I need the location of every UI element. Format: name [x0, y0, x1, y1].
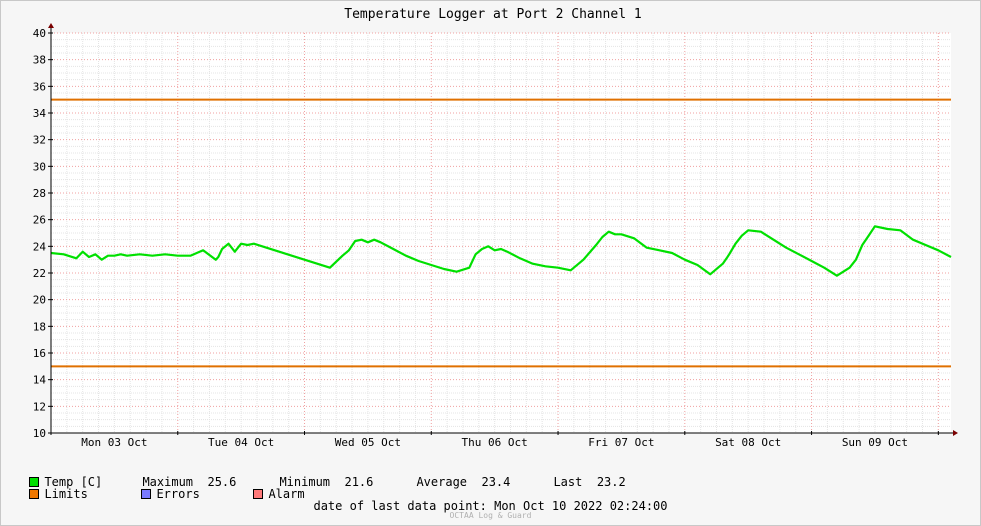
y-tick-label: 28 — [33, 187, 46, 200]
last-label: Last — [553, 475, 583, 489]
legend-average: Average 23.4 — [402, 464, 510, 488]
minimum-label: Minimum — [279, 475, 331, 489]
legend-temp-label: Temp [C] — [44, 475, 103, 489]
average-value: 23.4 — [481, 475, 511, 489]
y-tick-label: 34 — [33, 107, 47, 120]
x-tick-label: Tue 04 Oct — [208, 436, 274, 449]
legend-limits-entry: Limits — [15, 476, 88, 500]
y-tick-label: 10 — [33, 427, 46, 440]
y-tick-label: 24 — [33, 240, 47, 253]
y-tick-label: 30 — [33, 160, 46, 173]
legend-last: Last 23.2 — [539, 464, 626, 489]
y-tick-label: 22 — [33, 267, 46, 280]
limit-lines — [51, 98, 951, 368]
maximum-label: Maximum — [142, 475, 194, 489]
last-point-label: date of last data point: — [313, 499, 487, 513]
y-tick-label: 32 — [33, 134, 46, 147]
last-data-point: date of last data point: Mon Oct 10 2022… — [0, 499, 981, 513]
legend-minimum: Minimum 21.6 — [265, 464, 373, 488]
y-tick-label: 14 — [33, 374, 47, 387]
legend-errors-entry: Errors — [127, 476, 200, 500]
alarm-swatch — [253, 489, 264, 499]
y-tick-label: 18 — [33, 320, 46, 333]
average-label: Average — [416, 475, 468, 489]
x-tick-label: Sun 09 Oct — [842, 436, 908, 449]
legend-alarm-label: Alarm — [268, 487, 305, 501]
x-tick-label: Thu 06 Oct — [462, 436, 528, 449]
errors-swatch — [141, 489, 152, 499]
legend-temp-entry: Temp [C] — [15, 464, 102, 488]
last-point-value: Mon Oct 10 2022 02:24:00 — [494, 499, 668, 513]
x-tick-label: Wed 05 Oct — [335, 436, 401, 449]
y-tick-label: 40 — [33, 27, 46, 40]
y-tick-label: 20 — [33, 294, 46, 307]
y-axis-arrow — [48, 23, 54, 28]
y-tick-label: 16 — [33, 347, 46, 360]
x-tick-labels: Mon 03 Oct Tue 04 Oct Wed 05 Oct Thu 06 Oct… — [50, 431, 939, 449]
chart-title: Temperature Logger at Port 2 Channel 1 — [344, 7, 641, 22]
legend-limits-label: Limits — [44, 487, 88, 501]
y-tick-label: 26 — [33, 214, 46, 227]
minor-grid — [51, 33, 951, 433]
x-tick-label: Fri 07 Oct — [588, 436, 654, 449]
x-axis-arrow — [953, 430, 958, 436]
maximum-value: 25.6 — [207, 475, 237, 489]
legend-errors-label: Errors — [156, 487, 200, 501]
y-tick-label: 36 — [33, 80, 46, 93]
minimum-value: 21.6 — [344, 475, 374, 489]
x-tick-label: Sat 08 Oct — [715, 436, 781, 449]
y-tick-label: 12 — [33, 400, 46, 413]
series-line-temp — [50, 225, 952, 277]
legend-maximum: Maximum 25.6 — [128, 464, 236, 488]
legend-alarm-entry: Alarm — [239, 476, 305, 500]
temp-swatch — [29, 477, 40, 487]
last-value: 23.2 — [596, 475, 626, 489]
credit-text: OCTAA Log & Guard — [449, 511, 532, 520]
y-tick-label: 38 — [33, 54, 46, 67]
x-tick-label: Mon 03 Oct — [81, 436, 147, 449]
limits-swatch — [29, 489, 40, 499]
axes — [48, 23, 958, 436]
y-tick-labels: 10 12 14 16 18 20 22 24 26 28 30 32 34 36 38 40 — [33, 27, 53, 440]
series-lines — [50, 225, 952, 277]
